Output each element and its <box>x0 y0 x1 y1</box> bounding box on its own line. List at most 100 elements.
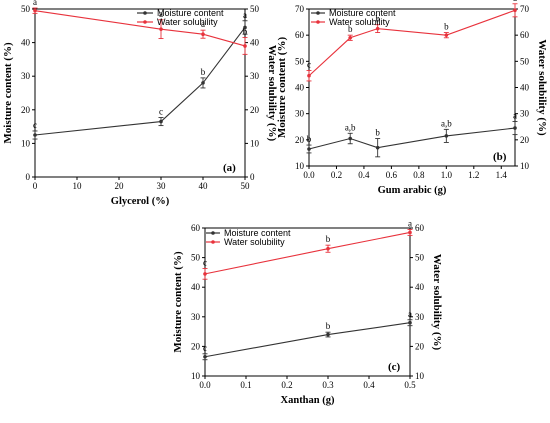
y-left-tick-label: 40 <box>191 282 201 292</box>
x-tick-label: 0.3 <box>322 380 334 390</box>
legend-marker <box>211 240 215 244</box>
data-point <box>444 134 449 138</box>
y-left-axis-title: Moisture content (%) <box>276 37 288 139</box>
x-tick-label: 1.4 <box>496 170 508 180</box>
y-right-tick-label: 20 <box>520 135 530 145</box>
data-point <box>444 33 449 37</box>
significance-letter: b <box>201 67 206 77</box>
y-left-axis-title: Moisture content (%) <box>172 251 184 353</box>
y-right-axis-title: Water solubility (%) <box>266 45 278 142</box>
legend-label: Moisture content <box>329 8 396 18</box>
legend-marker <box>143 20 147 24</box>
chart-panel-2: 0.0 0.2 0.4 0.6 0.8 1.0 1.2 1.4 10 20 30 40 50 60 70 10… <box>276 0 548 196</box>
data-point <box>203 354 207 359</box>
plot-frame <box>204 227 411 377</box>
y-right-axis-title: Water solubility (%) <box>536 39 548 136</box>
y-left-tick-label: 20 <box>295 135 305 145</box>
y-left-tick-label: 60 <box>191 223 201 233</box>
y-right-tick-label: 30 <box>250 71 260 81</box>
x-axis-title: Glycerol (%) <box>111 196 170 207</box>
series-line <box>308 127 516 150</box>
chart-panel-3: 0.0 0.1 0.2 0.3 0.4 0.51020304050601020304050… <box>172 218 443 406</box>
significance-letter: a,b <box>345 122 356 132</box>
y-left-tick-label: 10 <box>21 138 31 148</box>
y-right-tick-label: 30 <box>415 312 425 322</box>
y-left-tick-label: 50 <box>21 4 31 14</box>
series-line <box>34 27 246 136</box>
plot-frame <box>34 8 246 178</box>
x-tick-label: 30 <box>157 181 167 191</box>
significance-letter: c <box>203 343 207 353</box>
x-tick-label: 50 <box>241 181 251 191</box>
series-line <box>34 10 246 47</box>
chart-panel-1: 0 10 20 30 40 500102030405001020304050Glycero… <box>2 0 278 207</box>
plot-frame <box>308 8 516 167</box>
series-water-solubility: c b b b a <box>306 0 518 82</box>
significance-letter: c <box>33 120 37 130</box>
y-right-tick-label: 40 <box>250 38 260 48</box>
x-tick-label: 0.2 <box>331 170 342 180</box>
y-right-tick-label: 10 <box>250 138 260 148</box>
legend-marker <box>211 231 215 235</box>
y-left-tick-label: 30 <box>295 109 305 119</box>
significance-letter: a <box>513 0 517 3</box>
y-right-tick-label: 30 <box>520 109 530 119</box>
y-left-tick-label: 20 <box>21 105 31 115</box>
data-point <box>348 35 353 40</box>
x-tick-label: 0.1 <box>240 380 251 390</box>
data-point <box>33 133 37 137</box>
y-left-tick-label: 50 <box>295 56 305 66</box>
data-point <box>375 145 380 150</box>
y-right-tick-label: 50 <box>415 253 425 263</box>
y-right-tick-label: 10 <box>415 371 425 381</box>
data-point <box>408 320 412 325</box>
y-right-axis-title: Water solubility (%) <box>431 254 443 351</box>
data-point <box>203 272 207 276</box>
series-water-solubility: c b a <box>202 218 413 280</box>
y-left-axis-title: Moisture content (%) <box>2 42 14 144</box>
x-tick-label: 0.8 <box>413 170 425 180</box>
legend-marker <box>316 20 320 24</box>
significance-letter: a <box>159 9 163 19</box>
data-point <box>326 246 330 251</box>
significance-letter: b <box>326 321 331 331</box>
significance-letter: b <box>243 27 248 37</box>
significance-letter: b <box>348 24 353 34</box>
x-axis-title: Xanthan (g) <box>281 395 335 406</box>
data-point <box>307 147 311 151</box>
legend-label: Moisture content <box>157 8 224 18</box>
data-point <box>513 126 517 130</box>
y-right-tick-label: 70 <box>520 4 530 14</box>
legend-marker <box>316 11 320 15</box>
data-point <box>159 119 163 124</box>
x-tick-label: 0.6 <box>386 170 398 180</box>
y-right-tick-label: 20 <box>415 341 425 351</box>
y-left-tick-label: 40 <box>21 38 31 48</box>
x-tick-label: 10 <box>73 181 83 191</box>
x-tick-label: 0.4 <box>358 170 370 180</box>
x-tick-label: 0 <box>33 181 38 191</box>
significance-letter: c <box>203 258 207 268</box>
significance-letter: a <box>243 10 247 20</box>
legend-label: Water solubility <box>224 237 285 247</box>
significance-letter: b <box>307 134 312 144</box>
y-right-tick-label: 50 <box>250 4 260 14</box>
x-axis-title: Gum arabic (g) <box>378 185 447 196</box>
x-tick-label: 0.0 <box>199 380 211 390</box>
y-left-tick-label: 0 <box>26 172 31 182</box>
y-left-tick-label: 10 <box>295 161 305 171</box>
panel-label: (a) <box>223 162 236 174</box>
data-point <box>201 81 205 85</box>
y-right-tick-label: 40 <box>520 83 530 93</box>
data-point <box>375 26 380 31</box>
y-right-tick-label: 40 <box>415 282 425 292</box>
y-right-tick-label: 20 <box>250 105 260 115</box>
significance-letter: c <box>159 107 163 117</box>
